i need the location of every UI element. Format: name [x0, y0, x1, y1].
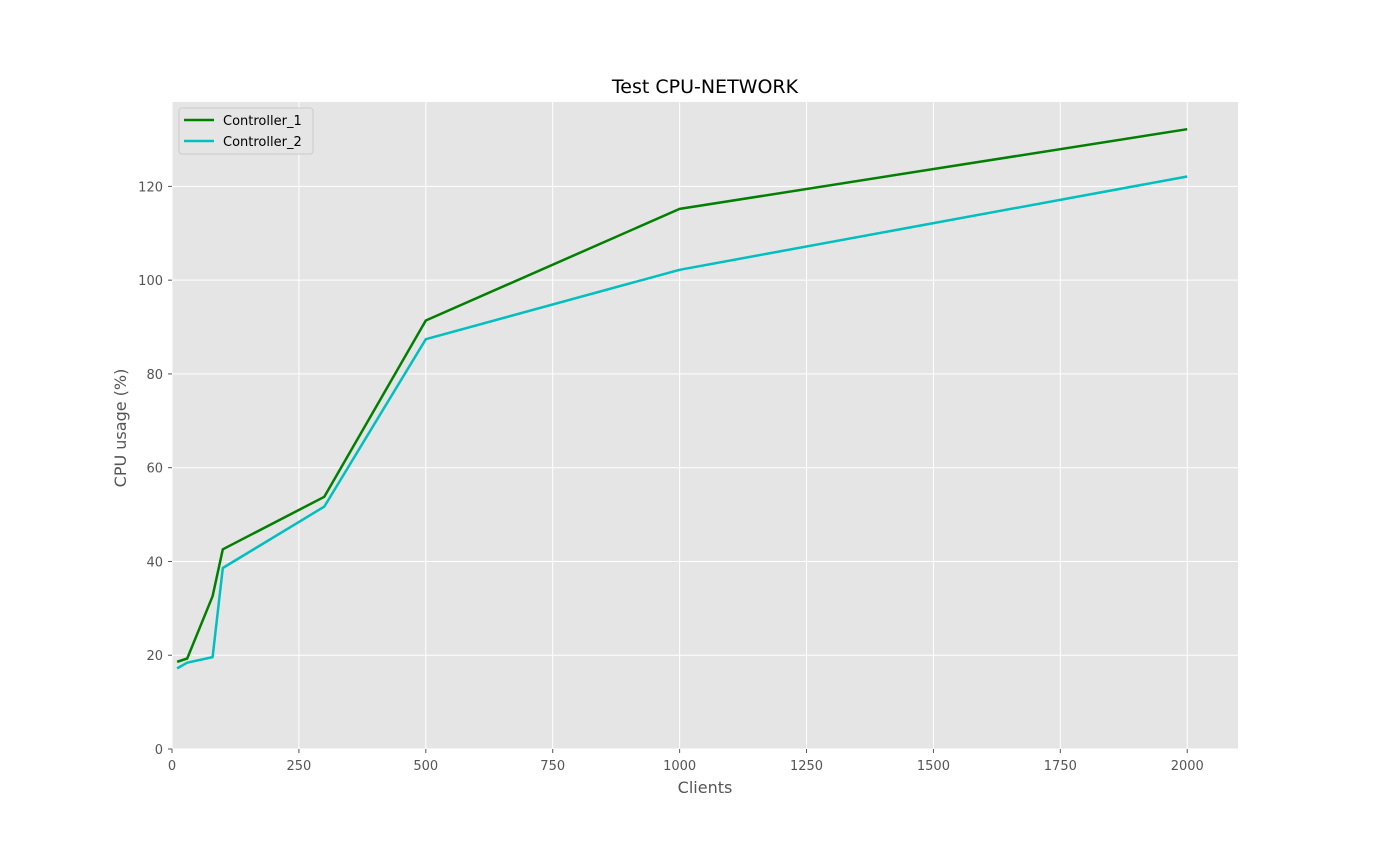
legend: Controller_1 Controller_2 [178, 107, 314, 155]
y-tick-label: 40 [146, 555, 163, 570]
plot-area [172, 102, 1238, 749]
y-tick-label: 60 [146, 462, 163, 477]
series-line-Controller_1 [176, 127, 1188, 663]
x-tick-label: 1000 [663, 759, 696, 774]
chart-title: Test CPU-NETWORK [611, 76, 799, 98]
x-tick-label: 0 [168, 759, 176, 774]
y-axis-label: CPU usage (%) [111, 369, 130, 488]
y-tick-label: 0 [155, 743, 163, 758]
y-tick-label: 120 [138, 180, 163, 195]
series-lines [176, 127, 1188, 670]
x-tick-label: 750 [540, 759, 565, 774]
y-tick-label: 20 [146, 649, 163, 664]
axis-ticks: 0 250 500 750 1000 1250 1500 1750 2000 0 20 40 60 80 1… [138, 180, 1204, 774]
x-tick-label: 2000 [1171, 759, 1204, 774]
legend-label: Controller_2 [223, 135, 302, 150]
x-tick-label: 250 [286, 759, 311, 774]
legend-label: Controller_1 [223, 114, 302, 129]
x-tick-label: 1500 [917, 759, 950, 774]
x-tick-label: 1750 [1044, 759, 1077, 774]
x-tick-label: 1250 [790, 759, 823, 774]
x-tick-label: 500 [413, 759, 438, 774]
y-tick-label: 80 [146, 368, 163, 383]
x-axis-label: Clients [678, 778, 733, 797]
series-line-Controller_2 [176, 175, 1188, 670]
y-tick-label: 100 [138, 274, 163, 289]
